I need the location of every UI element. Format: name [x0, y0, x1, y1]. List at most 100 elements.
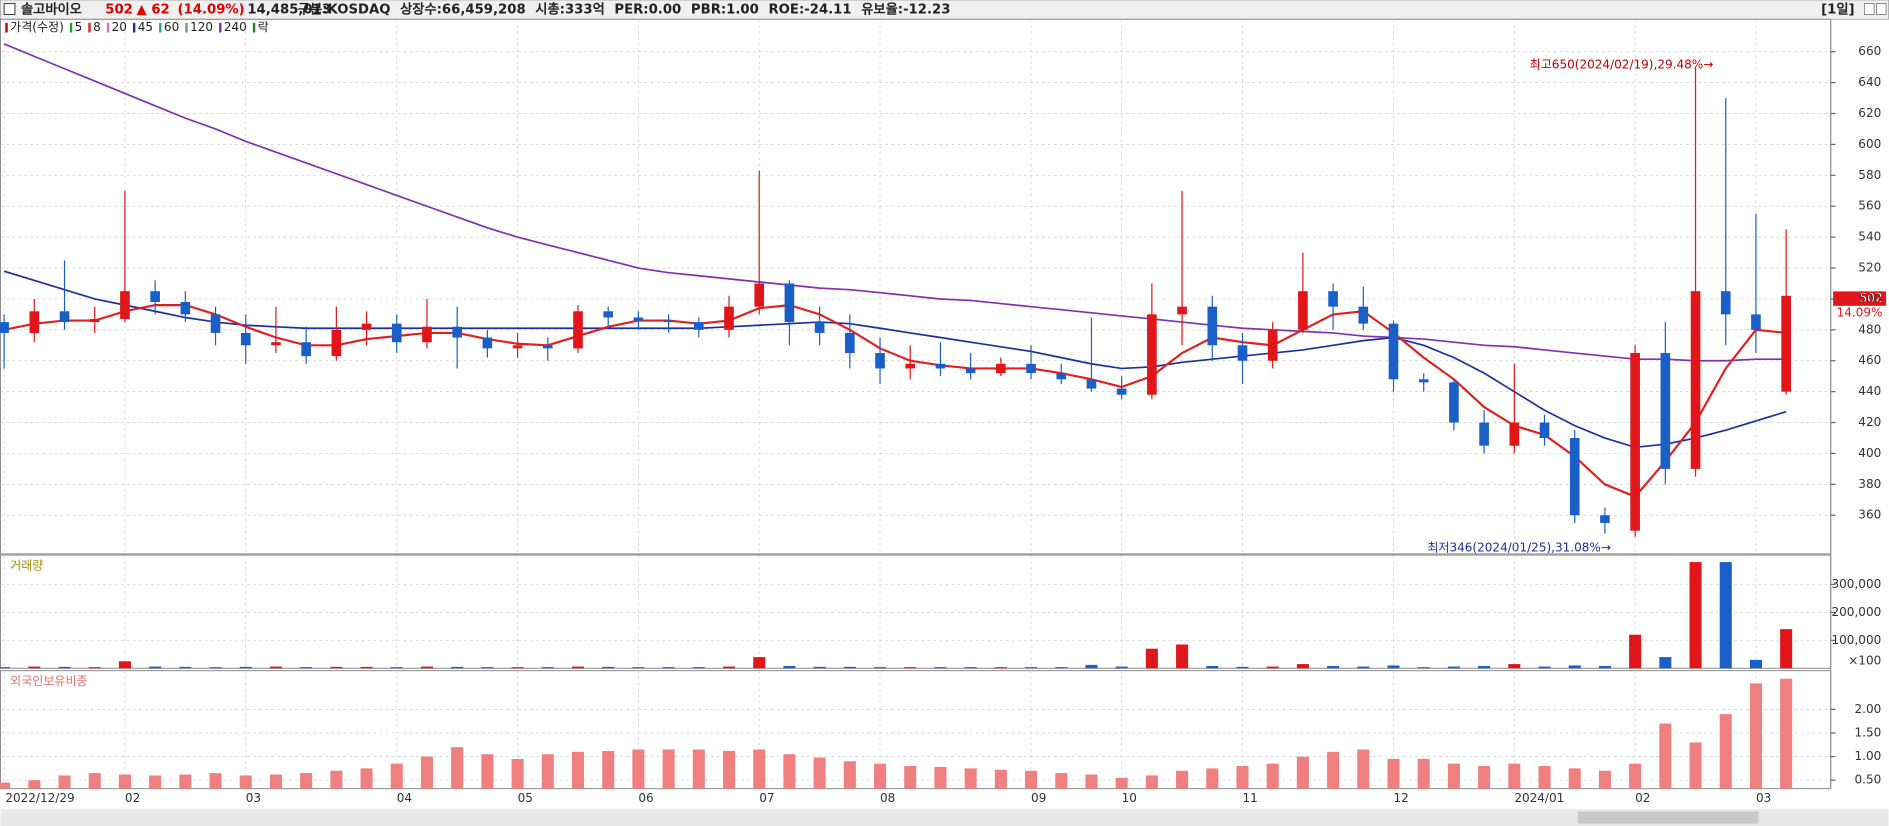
- bar: [1417, 667, 1430, 669]
- bar: [1749, 659, 1762, 669]
- candle-body: [542, 345, 553, 349]
- volume: 14,485,013: [247, 3, 331, 18]
- candle-body: [1751, 314, 1761, 330]
- y-tick-label: 420: [1858, 415, 1881, 429]
- bar: [874, 667, 887, 669]
- bar: [1780, 678, 1793, 789]
- legend-label: 120: [190, 20, 213, 34]
- y-tick-label: 620: [1858, 106, 1881, 120]
- candle-body: [996, 363, 1006, 374]
- bar: [1025, 667, 1038, 669]
- bar: [420, 756, 433, 789]
- candle-body: [905, 363, 916, 369]
- candle-body: [875, 353, 885, 369]
- bar: [360, 768, 373, 789]
- legend-label: 60: [164, 20, 179, 34]
- bar: [1780, 629, 1793, 669]
- bar: [1387, 758, 1400, 789]
- bar: [632, 749, 645, 789]
- candle-body: [1509, 422, 1520, 446]
- bar: [1115, 777, 1128, 789]
- x-tick-label: 12: [1394, 791, 1409, 805]
- candle-body: [1720, 291, 1731, 315]
- legend-swatch: [106, 22, 110, 33]
- bar: [874, 763, 887, 789]
- legend-swatch: [132, 22, 136, 33]
- header-field: 구분:KOSDAQ: [298, 2, 391, 18]
- x-tick-label: 06: [638, 791, 653, 805]
- window-button[interactable]: [1864, 3, 1875, 15]
- y-tick-label: 560: [1858, 199, 1881, 213]
- candle-body: [0, 322, 9, 333]
- bar: [1659, 657, 1672, 669]
- bar: [602, 750, 615, 789]
- legend-label: 5: [75, 20, 83, 34]
- x-tick-label: 11: [1242, 791, 1257, 805]
- candle-body: [210, 314, 221, 333]
- y-tick-label: 100,000: [1832, 633, 1882, 647]
- bar: [511, 667, 524, 669]
- bar: [300, 773, 313, 789]
- scrollbar[interactable]: [0, 809, 1889, 826]
- candle-body: [1479, 422, 1489, 446]
- bar: [1206, 666, 1219, 669]
- window-button[interactable]: [1876, 3, 1887, 15]
- legend-swatch: [69, 22, 73, 33]
- bar: [843, 666, 856, 669]
- x-tick-label: 04: [397, 791, 412, 805]
- candle-body: [1086, 379, 1097, 389]
- y-tick-label: 380: [1858, 477, 1881, 491]
- bar: [1236, 766, 1249, 789]
- candle-body: [1660, 353, 1671, 469]
- period[interactable]: [1일]: [1821, 2, 1854, 18]
- bar: [1749, 683, 1762, 789]
- bar: [753, 657, 766, 669]
- high-annotation: 최고650(2024/02/19),29.48%→: [1530, 58, 1714, 72]
- bar: [1689, 562, 1702, 669]
- bar: [1145, 648, 1158, 669]
- bar: [239, 666, 252, 669]
- bar: [934, 667, 947, 669]
- bar: [330, 666, 343, 669]
- y-tick-label: 660: [1858, 44, 1881, 58]
- bar: [964, 768, 977, 789]
- candle-body: [1237, 345, 1248, 361]
- bar: [1085, 774, 1098, 789]
- candle-body: [59, 311, 70, 323]
- header-field: 유보율:-12.23: [861, 1, 950, 18]
- bar: [541, 667, 554, 669]
- bar: [1478, 766, 1491, 789]
- candle-body: [301, 342, 311, 357]
- bar: [1568, 768, 1581, 789]
- bar: [451, 666, 464, 669]
- x-tick-label: 07: [759, 791, 774, 805]
- bar: [1538, 666, 1551, 669]
- checkbox[interactable]: [3, 3, 16, 15]
- price-tag-text: 502: [1860, 291, 1883, 305]
- candle-body: [331, 329, 342, 357]
- bar: [58, 775, 71, 789]
- bar: [209, 773, 222, 789]
- scroll-thumb[interactable]: [1577, 811, 1759, 824]
- bar: [904, 766, 917, 789]
- legend-label: 45: [138, 20, 153, 34]
- moving-average: [3, 270, 1787, 449]
- candle-body: [1177, 306, 1187, 315]
- x-tick-label: 10: [1122, 791, 1137, 805]
- candle-body: [1539, 422, 1550, 438]
- x-tick-label: 2024/01: [1514, 791, 1564, 805]
- y-tick-label: 400: [1858, 446, 1881, 460]
- bar: [1296, 664, 1309, 669]
- legend-swatch: [159, 22, 162, 33]
- candle-body: [271, 342, 281, 346]
- bar: [481, 754, 494, 789]
- x-tick-label: 09: [1031, 791, 1046, 805]
- x-tick-label: 05: [518, 791, 533, 805]
- header-field: 시총:333억: [535, 2, 604, 18]
- bar: [1327, 666, 1340, 669]
- y-tick-label: 580: [1858, 168, 1881, 182]
- bar: [1417, 758, 1430, 789]
- bar: [1296, 756, 1309, 789]
- header-field: PBR:1.00: [691, 3, 759, 18]
- candle-body: [1267, 329, 1278, 361]
